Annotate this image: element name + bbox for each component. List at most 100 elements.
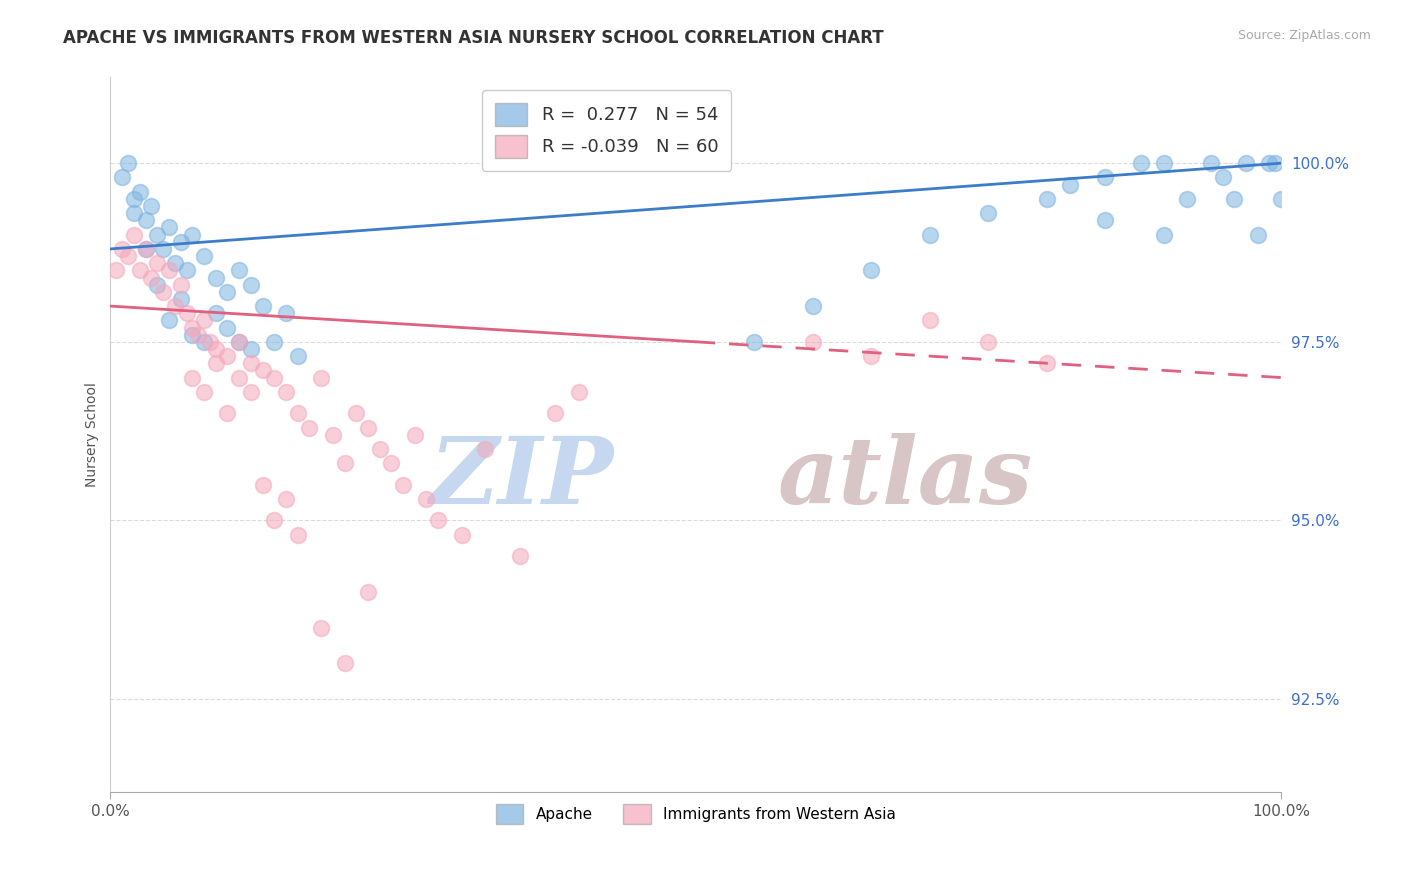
Point [217, 406, 239, 420]
Y-axis label: Nursery School: Nursery School [86, 383, 100, 487]
Point [111, 242, 134, 256]
Point [239, 277, 262, 292]
Point [274, 306, 297, 320]
Point [163, 299, 186, 313]
Point [1059, 178, 1081, 192]
Point [333, 657, 356, 671]
Point [122, 206, 145, 220]
Point [152, 242, 174, 256]
Point [252, 363, 274, 377]
Point [368, 442, 391, 456]
Point [333, 456, 356, 470]
Point [1212, 170, 1234, 185]
Point [239, 342, 262, 356]
Point [193, 334, 215, 349]
Point [918, 227, 941, 242]
Point [252, 299, 274, 313]
Point [169, 292, 191, 306]
Point [228, 370, 250, 384]
Point [181, 320, 204, 334]
Point [1036, 356, 1059, 370]
Point [217, 349, 239, 363]
Point [357, 420, 380, 434]
Point [322, 427, 344, 442]
Point [1270, 192, 1292, 206]
Point [204, 306, 226, 320]
Point [392, 477, 415, 491]
Point [1036, 192, 1059, 206]
Point [105, 263, 128, 277]
Point [1258, 156, 1281, 170]
Point [239, 384, 262, 399]
Point [135, 242, 157, 256]
Point [141, 199, 163, 213]
Point [122, 192, 145, 206]
Point [1153, 227, 1175, 242]
Point [1177, 192, 1199, 206]
Point [801, 299, 824, 313]
Point [217, 320, 239, 334]
Point [198, 334, 221, 349]
Point [204, 342, 226, 356]
Point [568, 384, 591, 399]
Text: atlas: atlas [778, 433, 1033, 523]
Point [1094, 213, 1116, 227]
Point [287, 527, 309, 541]
Point [128, 185, 150, 199]
Point [169, 277, 191, 292]
Point [135, 213, 157, 227]
Point [1234, 156, 1257, 170]
Point [117, 156, 139, 170]
Point [1153, 156, 1175, 170]
Point [157, 313, 180, 327]
Point [1094, 170, 1116, 185]
Point [1264, 156, 1286, 170]
Point [111, 170, 134, 185]
Point [204, 356, 226, 370]
Point [977, 206, 1000, 220]
Point [157, 220, 180, 235]
Point [146, 277, 169, 292]
Point [193, 313, 215, 327]
Point [228, 334, 250, 349]
Point [263, 513, 285, 527]
Point [252, 477, 274, 491]
Point [977, 334, 1000, 349]
Point [263, 370, 285, 384]
Point [415, 491, 437, 506]
Point [1129, 156, 1152, 170]
Point [239, 356, 262, 370]
Point [169, 235, 191, 249]
Text: Source: ZipAtlas.com: Source: ZipAtlas.com [1237, 29, 1371, 42]
Point [193, 384, 215, 399]
Point [860, 349, 883, 363]
Point [122, 227, 145, 242]
Point [509, 549, 531, 564]
Point [404, 427, 426, 442]
Point [309, 621, 332, 635]
Point [287, 349, 309, 363]
Point [141, 270, 163, 285]
Point [1199, 156, 1222, 170]
Point [181, 327, 204, 342]
Point [263, 334, 285, 349]
Point [274, 491, 297, 506]
Point [128, 263, 150, 277]
Text: ZIP: ZIP [430, 433, 614, 523]
Legend: Apache, Immigrants from Western Asia: Apache, Immigrants from Western Asia [485, 793, 907, 834]
Point [228, 263, 250, 277]
Point [380, 456, 402, 470]
Point [152, 285, 174, 299]
Point [298, 420, 321, 434]
Point [176, 263, 198, 277]
Point [217, 285, 239, 299]
Point [1223, 192, 1246, 206]
Point [860, 263, 883, 277]
Point [193, 249, 215, 263]
Point [801, 334, 824, 349]
Point [181, 370, 204, 384]
Text: APACHE VS IMMIGRANTS FROM WESTERN ASIA NURSERY SCHOOL CORRELATION CHART: APACHE VS IMMIGRANTS FROM WESTERN ASIA N… [63, 29, 884, 46]
Point [146, 227, 169, 242]
Point [1247, 227, 1270, 242]
Point [287, 406, 309, 420]
